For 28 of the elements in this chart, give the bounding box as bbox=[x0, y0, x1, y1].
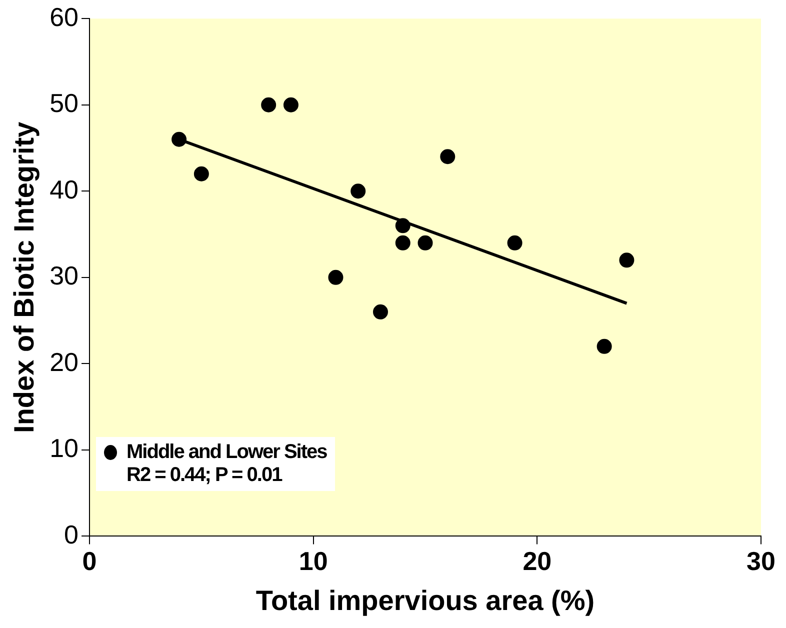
y-tick-label: 40 bbox=[50, 174, 79, 204]
point bbox=[596, 338, 612, 354]
x-axis-title: Total impervious area (%) bbox=[256, 584, 595, 616]
point bbox=[372, 304, 388, 320]
x-tick-label: 30 bbox=[746, 546, 776, 576]
x-tick-label: 20 bbox=[522, 546, 552, 576]
y-tick-label: 10 bbox=[50, 433, 79, 464]
y-tick-label: 50 bbox=[50, 88, 79, 118]
y-tick-label: 0 bbox=[64, 519, 79, 550]
point bbox=[507, 235, 522, 250]
point bbox=[395, 218, 410, 234]
x-tick-label: 10 bbox=[298, 546, 328, 576]
y-tick-label: 60 bbox=[50, 2, 79, 32]
point bbox=[283, 97, 298, 112]
point bbox=[418, 235, 433, 250]
point bbox=[619, 252, 634, 268]
y-tick-label: 30 bbox=[50, 260, 79, 291]
point bbox=[261, 97, 276, 112]
point bbox=[395, 235, 410, 250]
annotation: R2 = 0.44; P = 0.01 bbox=[126, 464, 284, 488]
point bbox=[194, 166, 209, 182]
point bbox=[440, 149, 456, 164]
y-tick-label: 20 bbox=[50, 346, 79, 377]
legend-label: Middle and Lower Sites bbox=[126, 441, 327, 464]
point bbox=[172, 132, 187, 147]
point bbox=[350, 184, 366, 199]
y-axis-title: Index of Biotic Integrity bbox=[8, 121, 40, 433]
point bbox=[328, 270, 344, 285]
